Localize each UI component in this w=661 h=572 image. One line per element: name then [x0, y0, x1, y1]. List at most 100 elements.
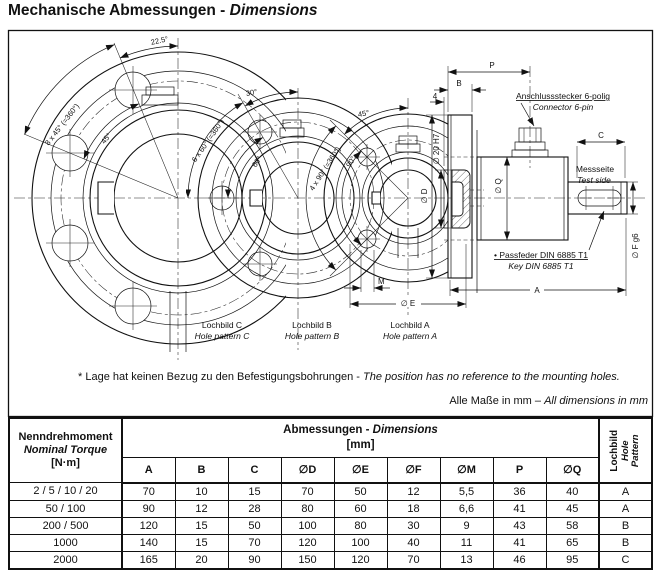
dim-p-label: P — [489, 61, 494, 70]
column-header-m: ∅M — [439, 457, 494, 484]
column-header-e: ∅E — [333, 457, 388, 484]
table-row: 2000 165 20 90 150 120 70 13 46 95 C — [8, 550, 653, 569]
dim-cell: 10 — [174, 482, 229, 501]
position-note-de: * Lage hat keinen Bezug zu den Befestigu… — [78, 371, 363, 383]
column-header-d: ∅D — [280, 457, 335, 484]
dim-c-label: C — [598, 131, 604, 140]
dim-cell: 18 — [386, 499, 441, 518]
dim-cell: 9 — [439, 516, 494, 535]
dim-cell: 15 — [174, 533, 229, 552]
dim-cell: 40 — [545, 482, 600, 501]
column-header-b: B — [174, 457, 229, 484]
table-row: 2 / 5 / 10 / 20 70 10 15 70 50 12 5,5 36 40 A — [8, 482, 653, 501]
dim-cell: 15 — [227, 482, 282, 501]
table-row: 50 / 100 90 12 28 80 60 18 6,6 41 45 A — [8, 499, 653, 518]
column-letters-row: A B C ∅D ∅E ∅F ∅M P ∅Q — [9, 457, 652, 484]
dims-header-en: Dimensions — [372, 424, 438, 437]
position-note: * Lage hat keinen Bezug zu den Befestigu… — [78, 371, 620, 383]
torque-cell: 2000 — [8, 550, 123, 569]
dim-cell: 80 — [333, 516, 388, 535]
page-title-en: Dimensions — [229, 2, 318, 19]
dim-cell: 65 — [545, 533, 600, 552]
dim-cell: 150 — [280, 550, 335, 569]
dim-cell: 100 — [333, 533, 388, 552]
pattern-header-de: Lochbild — [608, 429, 620, 472]
dim-e-label: ∅ E — [401, 299, 416, 308]
dim-cell: 11 — [439, 533, 494, 552]
flange-c-caption-en: Hole pattern C — [195, 331, 251, 341]
flange-a-caption-en: Hole pattern A — [383, 331, 437, 341]
dim-a-label: A — [534, 286, 540, 295]
page-title-de: Mechanische Abmessungen - — [8, 2, 230, 19]
dim-cell: 165 — [121, 550, 176, 569]
column-header-a: A — [121, 457, 176, 484]
torque-cell: 1000 — [8, 533, 123, 552]
flange-a-caption-de: Lochbild A — [390, 320, 430, 330]
dim-cell: 70 — [121, 482, 176, 501]
table-row: 1000 140 15 70 120 100 40 11 41 65 B — [8, 533, 653, 552]
units-note-en: All dimensions in mm — [543, 395, 648, 407]
key-label-en: Key DIN 6885 T1 — [508, 261, 573, 271]
dim-cell: 46 — [492, 550, 547, 569]
torque-cell: 200 / 500 — [8, 516, 123, 535]
dim-cell: 50 — [227, 516, 282, 535]
page-title: Mechanische Abmessungen - Dimensions — [8, 2, 318, 20]
testside-label-en: Test side — [577, 175, 611, 185]
dim-cell: 40 — [386, 533, 441, 552]
dim-cell: 90 — [121, 499, 176, 518]
dim-cell: 95 — [545, 550, 600, 569]
side-view: P B 4 ∅ D ∅ 20 H7 ∅ Q C ∅ F g6 — [420, 61, 640, 296]
dim-cell: 36 — [492, 482, 547, 501]
dim-d-label: ∅ D — [420, 188, 429, 203]
dim-cell: 80 — [280, 499, 335, 518]
dim-cell: 70 — [280, 482, 335, 501]
pattern-cell: B — [598, 533, 653, 552]
technical-drawing: 30° 6 x 60° (=360°) 60° — [7, 29, 654, 417]
dim-b-label: B — [456, 79, 461, 88]
testside-label-de: Messseite — [576, 164, 615, 174]
dimensions-table: Nenndrehmoment Nominal Torque [N·m] Abme… — [8, 417, 653, 570]
flange-a-offset-angle: 45° — [357, 108, 370, 119]
pattern-cell: A — [598, 482, 653, 501]
dim-cell: 12 — [174, 499, 229, 518]
dim-cell: 12 — [386, 482, 441, 501]
torque-header-en: Nominal Torque — [23, 444, 108, 456]
drawing-border — [7, 29, 654, 417]
dim-m-e: M ∅ E — [344, 244, 467, 308]
table-body: 2 / 5 / 10 / 20 70 10 15 70 50 12 5,5 36 40 A 50 / … — [8, 482, 653, 569]
dim-4-label: 4 — [433, 92, 438, 101]
flange-b-offset-angle: 30° — [245, 87, 258, 98]
pattern-header-en2: Pattern — [629, 433, 641, 467]
pattern-cell: C — [598, 550, 653, 569]
dim-f-label: ∅ F g6 — [631, 233, 640, 259]
dim-cell: 120 — [121, 516, 176, 535]
torque-header-de: Nenndrehmoment — [18, 431, 113, 443]
column-header-c: C — [227, 457, 282, 484]
dim-cell: 90 — [227, 550, 282, 569]
table-row: 200 / 500 120 15 50 100 80 30 9 43 58 B — [8, 516, 653, 535]
dim-q-label: ∅ Q — [494, 178, 503, 193]
dim-m-label: M — [378, 277, 385, 286]
pattern-cell: A — [598, 499, 653, 518]
torque-cell: 2 / 5 / 10 / 20 — [8, 482, 123, 501]
dim-cell: 70 — [386, 550, 441, 569]
dim-cell: 45 — [545, 499, 600, 518]
dim-cell: 43 — [492, 516, 547, 535]
units-note: Alle Maße in mm – All dimensions in mm — [449, 395, 648, 407]
column-header-f: ∅F — [386, 457, 441, 484]
dim-cell: 60 — [333, 499, 388, 518]
dim-cell: 100 — [280, 516, 335, 535]
flange-captions: Lochbild C Hole pattern C Lochbild B Hol… — [195, 320, 438, 341]
dim-bore-label: ∅ 20 H7 — [432, 133, 441, 164]
dim-cell: 30 — [386, 516, 441, 535]
column-header-p: P — [492, 457, 547, 484]
dims-header: Abmessungen - Dimensions [mm] — [121, 417, 600, 459]
dim-cell: 6,6 — [439, 499, 494, 518]
dim-cell: 41 — [492, 533, 547, 552]
pattern-cell: B — [598, 516, 653, 535]
dims-header-de: Abmessungen - — [283, 424, 373, 437]
dim-cell: 20 — [174, 550, 229, 569]
dim-cell: 5,5 — [439, 482, 494, 501]
units-note-de: Alle Maße in mm – — [449, 395, 544, 407]
